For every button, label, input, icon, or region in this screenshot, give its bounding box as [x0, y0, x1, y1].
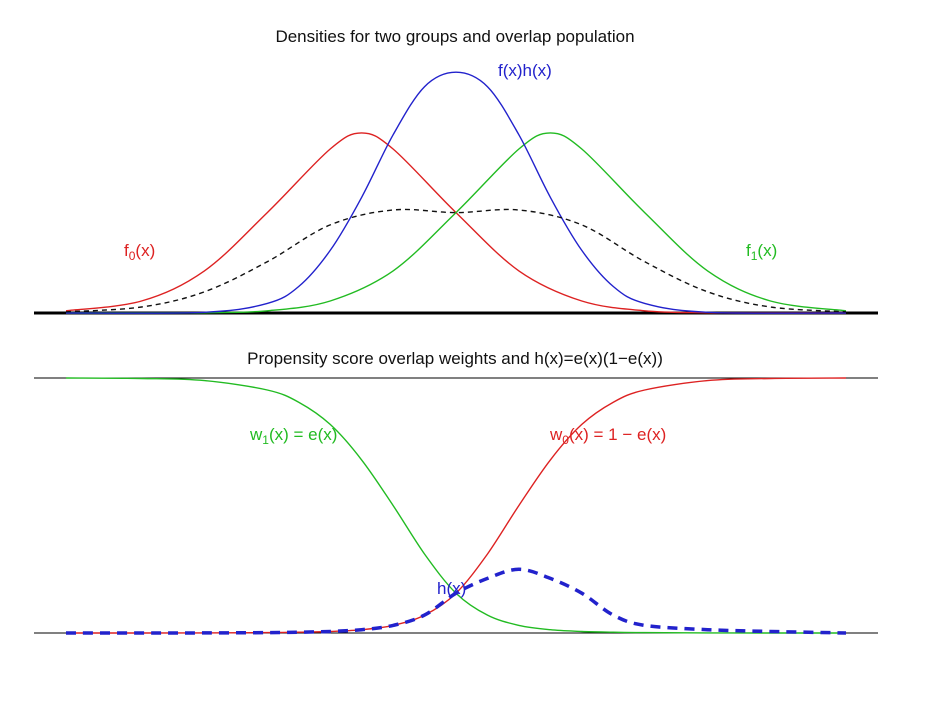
label-f0-sub: 0 — [129, 249, 136, 263]
series-line-f1 — [66, 132, 847, 314]
label-f0-tail: (x) — [135, 241, 155, 260]
label-f1: f1(x) — [746, 241, 777, 263]
label-w0-tail: (x) = 1 − e(x) — [569, 425, 666, 444]
label-w0-main: w — [549, 425, 563, 444]
bottom-panel-title: Propensity score overlap weights and h(x… — [247, 349, 663, 368]
series-line-h — [66, 567, 847, 635]
label-f1-sub: 1 — [751, 249, 758, 263]
top-panel-curves — [65, 71, 847, 314]
label-fh: f(x)h(x) — [498, 61, 552, 80]
label-w0: w0(x) = 1 − e(x) — [549, 425, 666, 447]
label-w1-sub: 1 — [262, 433, 269, 447]
bottom-panel: Propensity score overlap weights and h(x… — [34, 349, 878, 635]
label-f1-tail: (x) — [757, 241, 777, 260]
label-f1-main: f — [746, 241, 751, 260]
bottom-panel-curves — [65, 377, 847, 635]
label-w1-tail: (x) = e(x) — [269, 425, 337, 444]
label-f0-main: f — [124, 241, 129, 260]
label-w1-main: w — [249, 425, 263, 444]
label-w1: w1(x) = e(x) — [249, 425, 337, 447]
label-w0-sub: 0 — [562, 433, 569, 447]
series-line-fh — [65, 71, 847, 314]
top-panel-title: Densities for two groups and overlap pop… — [275, 27, 634, 46]
series-line-fmix — [65, 208, 847, 313]
label-f0: f0(x) — [124, 241, 155, 263]
series-line-f0 — [65, 132, 846, 314]
top-panel: Densities for two groups and overlap pop… — [34, 27, 878, 315]
label-h: h(x) — [437, 579, 466, 598]
